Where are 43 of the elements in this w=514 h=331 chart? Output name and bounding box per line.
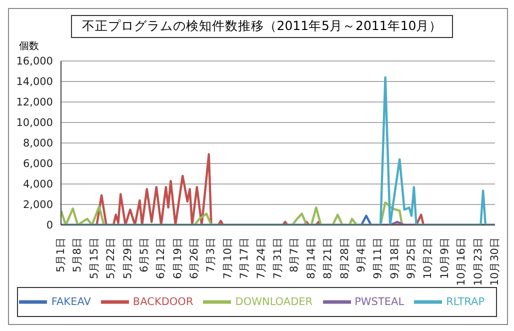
legend-label: BACKDOOR xyxy=(132,296,194,308)
x-tick-label: 8月28日 xyxy=(338,237,351,280)
x-tick-label: 10月9日 xyxy=(438,237,451,280)
x-tick-label: 5月8日 xyxy=(72,237,84,272)
y-tick-label: 8,000 xyxy=(22,138,53,150)
x-tick-label: 7月17日 xyxy=(238,237,251,280)
legend-label: FAKEAV xyxy=(51,296,91,308)
x-tick-label: 10月23日 xyxy=(472,237,484,286)
legend-label: PWSTEAL xyxy=(354,296,404,308)
legend-label: RLTRAP xyxy=(446,296,485,308)
x-tick-label: 10月30日 xyxy=(489,237,501,286)
x-tick-label: 8月21日 xyxy=(322,237,334,280)
y-tick-label: 0 xyxy=(46,220,53,232)
x-tick-label: 8月14日 xyxy=(305,237,318,280)
x-tick-label: 6月19日 xyxy=(172,237,184,280)
x-tick-label: 7月24日 xyxy=(255,237,268,280)
x-tick-label: 9月18日 xyxy=(388,237,401,280)
x-tick-label: 6月12日 xyxy=(155,237,168,280)
x-tick-label: 5月22日 xyxy=(105,237,118,280)
chart-title: 不正プログラムの検知件数推移（2011年5月～2011年10月） xyxy=(71,15,453,38)
x-tick-label: 10月16日 xyxy=(456,237,468,286)
x-tick-label: 6月26日 xyxy=(188,237,201,280)
x-tick-label: 7月10日 xyxy=(222,237,234,280)
x-tick-label: 5月1日 xyxy=(55,237,67,272)
x-tick-label: 7月31日 xyxy=(272,237,284,280)
x-tick-label: 9月11日 xyxy=(372,237,384,280)
y-tick-label: 6,000 xyxy=(22,158,53,170)
x-tick-label: 9月25日 xyxy=(406,237,418,280)
y-tick-label: 12,000 xyxy=(16,96,53,109)
y-tick-label: 16,000 xyxy=(16,56,53,68)
x-tick-label: 7月3日 xyxy=(205,237,218,272)
x-tick-label: 9月4日 xyxy=(355,237,368,272)
x-tick-label: 5月15日 xyxy=(88,237,100,280)
x-tick-label: 8月7日 xyxy=(288,237,301,272)
y-axis-title: 個数 xyxy=(19,40,39,53)
y-tick-label: 14,000 xyxy=(16,76,53,88)
y-tick-label: 2,000 xyxy=(22,199,53,212)
x-tick-label: 5月29日 xyxy=(122,237,134,280)
y-tick-label: 4,000 xyxy=(22,178,53,191)
y-tick-label: 10,000 xyxy=(16,117,53,130)
x-tick-label: 10月2日 xyxy=(422,237,434,280)
legend-label: DOWNLOADER xyxy=(235,296,313,308)
x-tick-label: 6月5日 xyxy=(138,237,150,272)
